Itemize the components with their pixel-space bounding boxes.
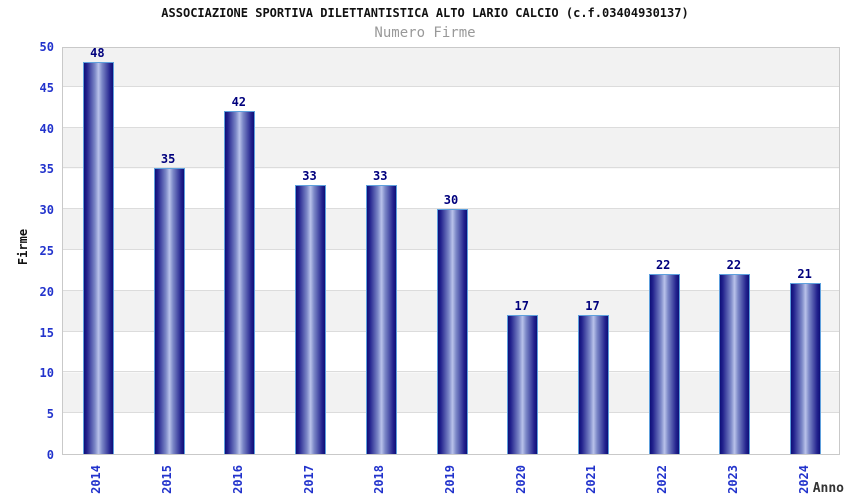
x-tick-label-2017: 2017 — [301, 465, 316, 494]
y-tick-label-25: 25 — [39, 244, 54, 258]
y-tick-label-50: 50 — [39, 40, 54, 54]
x-tick-label-2015: 2015 — [160, 465, 175, 494]
x-tick-label-2018: 2018 — [372, 465, 387, 494]
x-tick-label-2023: 2023 — [725, 465, 740, 494]
bar-value-label: 33 — [302, 168, 317, 183]
y-tick-label-35: 35 — [39, 162, 54, 177]
x-tick-label-2014: 2014 — [89, 465, 104, 494]
bar-2024 — [790, 282, 822, 454]
bar-2022 — [648, 274, 680, 454]
y-tick-label-45: 45 — [39, 80, 54, 95]
bar-value-label: 22 — [726, 258, 742, 273]
bar-value-label: 33 — [373, 168, 388, 183]
x-axis-title: Anno — [812, 481, 844, 496]
y-tick-label-40: 40 — [39, 121, 54, 136]
chart-subtitle: Numero Firme — [374, 25, 476, 41]
x-tick-label-2019: 2019 — [443, 465, 457, 494]
x-tick-label-2021: 2021 — [584, 465, 599, 494]
bar-2017 — [295, 184, 327, 454]
x-tick-label-2022: 2022 — [655, 465, 670, 494]
x-tick-label-2020: 2020 — [513, 465, 528, 494]
y-tick-label-30: 30 — [39, 203, 54, 218]
bar-value-label: 30 — [443, 193, 459, 208]
plot-area — [62, 47, 840, 455]
bar-2021 — [577, 315, 609, 454]
gridline-y-30 — [63, 208, 839, 210]
y-tick-label-0: 0 — [46, 448, 54, 462]
bar-2023 — [719, 274, 751, 454]
y-axis-title: Firme — [16, 228, 30, 266]
bar-2014 — [82, 62, 114, 454]
bar-2015 — [153, 168, 185, 454]
gridline-y-45 — [63, 85, 839, 87]
bar-value-label: 21 — [797, 266, 812, 281]
bar-value-label: 42 — [231, 95, 247, 110]
gridline-y-35 — [63, 167, 839, 169]
y-tick-label-10: 10 — [39, 366, 54, 381]
y-tick-label-15: 15 — [39, 325, 54, 340]
bar-2016 — [224, 111, 256, 454]
bar-value-label: 17 — [514, 299, 529, 314]
chart-title: ASSOCIAZIONE SPORTIVA DILETTANTISTICA AL… — [161, 6, 689, 20]
bar-2020 — [507, 315, 539, 454]
bar-2018 — [365, 184, 397, 454]
x-tick-label-2016: 2016 — [230, 465, 245, 494]
y-tick-label-5: 5 — [46, 407, 54, 422]
bar-value-label: 35 — [160, 152, 176, 167]
x-tick-label-2024: 2024 — [796, 465, 811, 494]
bar-value-label: 17 — [585, 299, 600, 314]
y-tick-label-20: 20 — [39, 284, 54, 299]
bar-value-label: 48 — [90, 46, 105, 61]
gridline-y-40 — [63, 126, 839, 128]
bar-2019 — [436, 209, 468, 454]
bar-value-label: 22 — [655, 258, 671, 273]
